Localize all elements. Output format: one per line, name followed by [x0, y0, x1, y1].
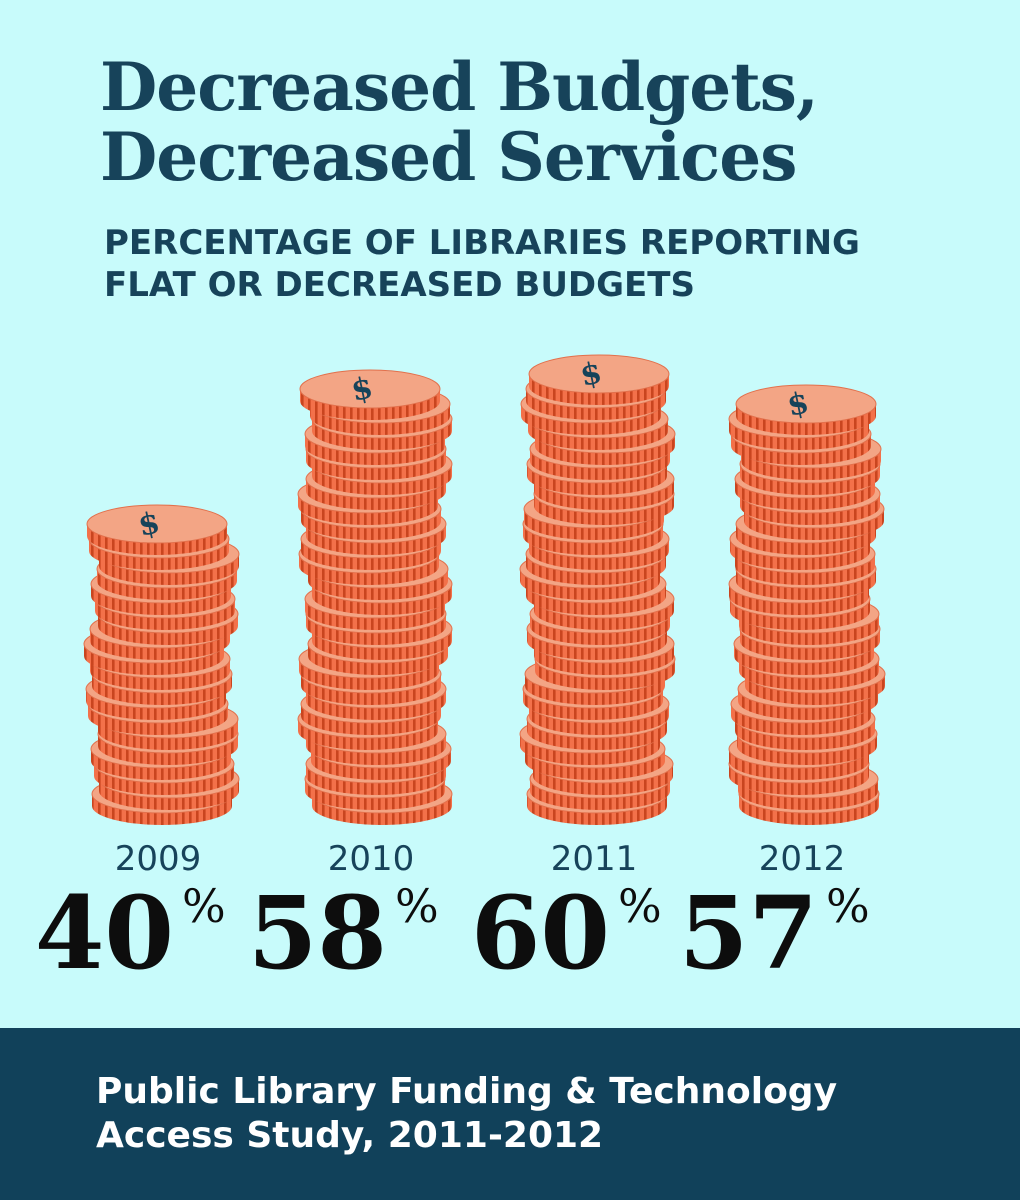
- year-label-2009: 2009: [115, 839, 202, 879]
- chart-title-line-2: Decreased Services: [100, 118, 797, 196]
- coin: [299, 369, 441, 420]
- chart-subtitle-line-2: FLAT OR DECREASED BUDGETS: [104, 265, 695, 305]
- footer-banner: Public Library Funding & Technology Acce…: [0, 1028, 1020, 1200]
- coin: [528, 354, 670, 405]
- percent-value-2012: 57: [679, 874, 818, 992]
- coin: [86, 504, 228, 555]
- coin-stack-2012: $: [728, 384, 886, 825]
- percent-sign-2009: %: [182, 879, 226, 933]
- source-line-1: Public Library Funding & Technology: [96, 1071, 838, 1112]
- percent-value-2011: 60: [471, 874, 610, 992]
- chart-title: Decreased Budgets, Decreased Services: [100, 52, 1000, 192]
- coin: [735, 384, 877, 435]
- source-line-2: Access Study, 2011-2012: [96, 1115, 604, 1156]
- year-label-2011: 2011: [551, 839, 638, 879]
- percent-sign-2012: %: [826, 879, 870, 933]
- coin-stack-2011: $: [519, 354, 676, 825]
- percent-sign-2011: %: [618, 879, 662, 933]
- source-citation: Public Library Funding & Technology Acce…: [96, 1070, 996, 1158]
- percent-sign-2010: %: [395, 879, 439, 933]
- coin-stacks: $$ $$: [83, 354, 886, 825]
- chart-title-line-1: Decreased Budgets,: [100, 48, 819, 126]
- percent-value-2009: 40: [35, 874, 174, 992]
- year-label-2012: 2012: [759, 839, 846, 879]
- year-label-2010: 2010: [328, 839, 415, 879]
- chart-subtitle: PERCENTAGE OF LIBRARIES REPORTING FLAT O…: [104, 222, 1004, 306]
- percent-value-2010: 58: [248, 874, 387, 992]
- chart-subtitle-line-1: PERCENTAGE OF LIBRARIES REPORTING: [104, 223, 860, 263]
- coin-stack-2009: $: [83, 504, 240, 825]
- coin-stack-2010: $: [297, 369, 453, 825]
